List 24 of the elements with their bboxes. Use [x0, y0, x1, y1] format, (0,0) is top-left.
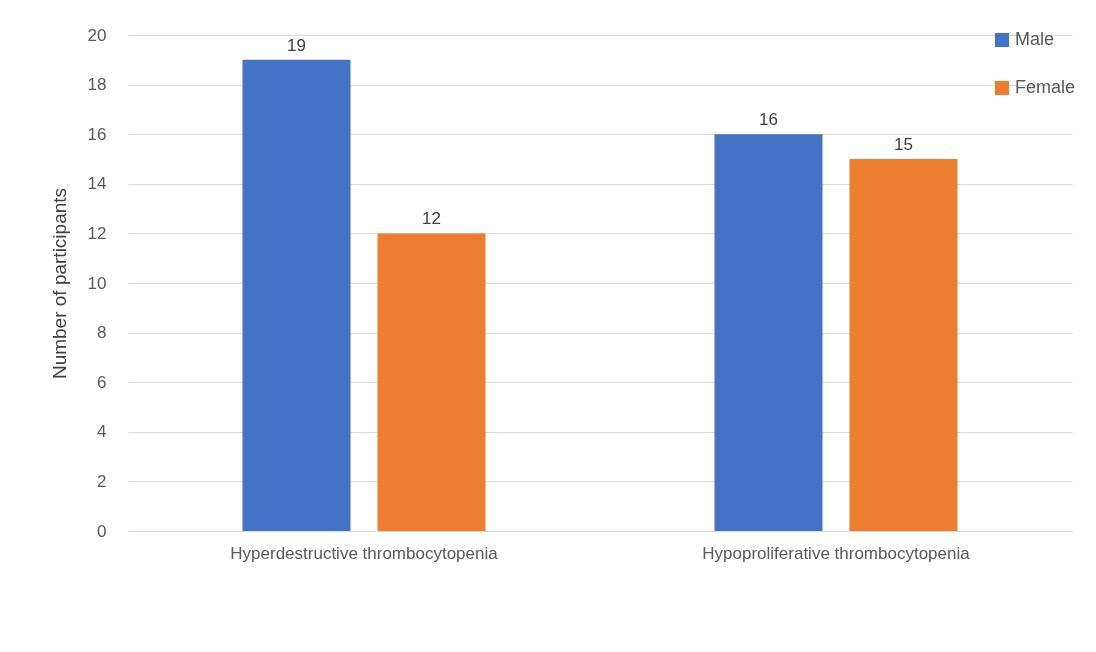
y-tick-label: 16 — [87, 124, 107, 144]
y-tick-label: 12 — [87, 223, 107, 243]
y-tick-label: 8 — [97, 323, 107, 343]
y-tick-label: 6 — [97, 372, 107, 392]
y-tick-label: 10 — [87, 273, 107, 293]
legend-label: Male — [1015, 29, 1055, 49]
y-tick-label: 20 — [87, 25, 107, 45]
data-label: 19 — [287, 35, 306, 55]
bar — [377, 233, 486, 531]
data-label: 16 — [759, 110, 778, 130]
y-tick-label: 18 — [87, 75, 107, 95]
data-label: 15 — [894, 135, 913, 154]
bar — [849, 159, 958, 531]
y-tick-label: 14 — [87, 174, 107, 194]
y-tick-label: 0 — [97, 521, 107, 541]
legend-label: Female — [1015, 77, 1076, 97]
y-tick-label: 2 — [97, 471, 107, 491]
data-label: 12 — [422, 209, 441, 229]
x-tick-label: Hypoproliferative thrombocytopenia — [702, 543, 971, 563]
y-axis-title: Number of participants — [48, 187, 70, 380]
y-tick-label: 4 — [97, 422, 107, 442]
x-tick-label: Hyperdestructive thrombocytopenia — [230, 543, 499, 563]
bar — [242, 59, 351, 531]
bar — [714, 134, 823, 531]
